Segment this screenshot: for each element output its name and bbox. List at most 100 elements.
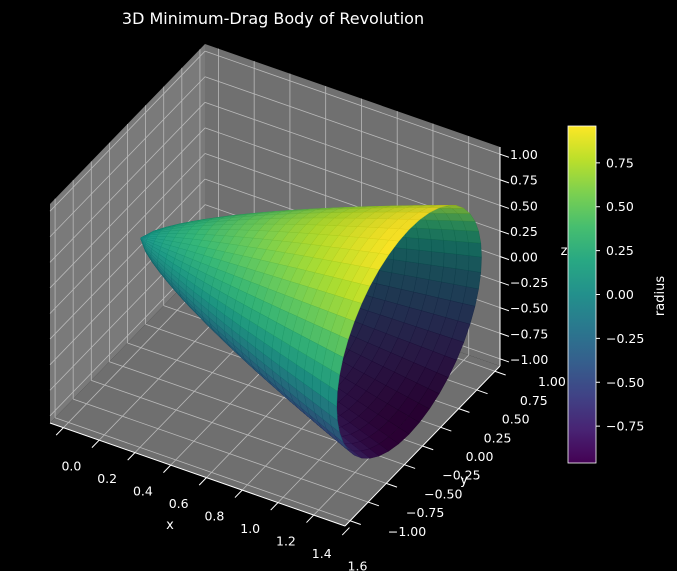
surface-face — [405, 237, 420, 251]
surface-face — [428, 228, 444, 241]
gridline — [204, 50, 501, 155]
x-tick-mark — [127, 452, 136, 461]
surface-face — [430, 251, 445, 268]
gridline — [49, 127, 206, 289]
y-tick-mark — [494, 370, 506, 376]
z-tick-mark — [499, 230, 510, 235]
z-tick-mark — [499, 179, 510, 184]
x-tick-label: 1.0 — [240, 521, 260, 536]
surface-face — [443, 239, 457, 255]
colorbar-tick-label: −0.75 — [606, 419, 644, 434]
surface-face — [428, 264, 444, 283]
z-tick-label: 0.25 — [510, 224, 538, 239]
z-tick-mark — [499, 281, 510, 286]
gridline — [91, 380, 387, 484]
chart-title: 3D Minimum-Drag Body of Revolution — [122, 9, 424, 28]
surface-face — [404, 261, 419, 278]
y-tick-mark — [404, 464, 416, 469]
surface-face — [430, 239, 445, 254]
z-tick-label: −0.75 — [510, 326, 548, 341]
surface-face — [466, 230, 482, 244]
surface-face — [455, 253, 470, 271]
z-tick-label: −0.50 — [510, 301, 548, 316]
y-axis-label: y — [460, 473, 468, 488]
surface-face — [416, 227, 432, 240]
surface-face — [468, 255, 482, 273]
surface-face — [468, 241, 482, 258]
x-tick-label: 0.0 — [61, 459, 81, 474]
y-tick-label: 0.00 — [466, 449, 494, 464]
gridline — [73, 398, 369, 503]
y-tick-mark — [386, 482, 398, 488]
colorbar-tick-label: −0.25 — [606, 331, 644, 346]
y-tick-mark — [440, 426, 452, 432]
z-tick-label: 0.00 — [510, 250, 538, 265]
colorbar-tick-label: 0.00 — [606, 287, 634, 302]
x-tick-mark — [341, 527, 350, 536]
x-tick-mark — [306, 514, 315, 523]
surface-face — [453, 229, 469, 243]
y-tick-label: −1.00 — [388, 524, 426, 539]
gridline — [54, 417, 351, 522]
surface-face — [441, 229, 457, 242]
x-tick-mark — [163, 464, 172, 473]
x-tick-label: 1.2 — [276, 534, 296, 549]
y-tick-label: −0.25 — [442, 468, 480, 483]
z-tick-label: 0.75 — [510, 173, 538, 188]
x-tick-label: 0.2 — [97, 471, 117, 486]
x-tick-mark — [234, 489, 243, 498]
z-tick-mark — [499, 332, 510, 337]
surface-face — [441, 266, 457, 285]
y-tick-mark — [368, 501, 380, 507]
x-axis-label: x — [166, 518, 174, 533]
x-tick-mark — [270, 502, 279, 511]
surface-face — [466, 270, 482, 290]
y-tick-label: 0.25 — [484, 430, 512, 445]
x-tick-label: 0.8 — [204, 509, 224, 524]
axis-ticks: 0.0 0.2 0.4 0.6 0.8 1.0 1.2 1.4 1.6 −1.00 −0.75 −0.… — [55, 147, 566, 571]
colorbar-tick-label: 0.50 — [606, 199, 634, 214]
gridline — [49, 178, 206, 340]
x-tick-mark — [198, 477, 207, 486]
colorbar-tick-label: 0.25 — [606, 243, 634, 258]
surface-face — [331, 352, 344, 376]
gridline — [204, 101, 501, 206]
z-tick-mark — [499, 153, 510, 158]
colorbar-tick-label: 0.75 — [606, 155, 634, 170]
colorbar-gradient — [567, 125, 597, 464]
y-tick-label: −0.75 — [406, 505, 444, 520]
x-tick-mark — [91, 439, 100, 448]
z-tick-mark — [499, 256, 510, 261]
surface-face — [405, 248, 420, 264]
gridline — [49, 153, 206, 314]
z-tick-mark — [499, 204, 510, 209]
y-tick-mark — [422, 445, 434, 451]
surface-face — [455, 240, 470, 256]
gridline — [49, 102, 206, 263]
surface-face — [443, 252, 457, 269]
x-tick-label: 1.4 — [312, 546, 332, 561]
z-tick-mark — [499, 358, 510, 363]
colorbar-label: radius — [653, 276, 668, 316]
colorbar-ticks: −0.75 −0.50 −0.25 0.00 0.25 0.50 0.75 — [596, 155, 644, 434]
y-tick-label: 0.75 — [520, 393, 548, 408]
surface-face — [416, 262, 432, 280]
surface-face — [418, 249, 432, 266]
surface-face — [418, 238, 432, 252]
x-tick-label: 1.6 — [348, 559, 368, 571]
z-tick-mark — [499, 307, 510, 312]
colorbar: −0.75 −0.50 −0.25 0.00 0.25 0.50 0.75 radius — [567, 125, 668, 464]
gridline — [49, 50, 206, 212]
x-tick-mark — [55, 427, 64, 436]
body-surface — [140, 205, 482, 459]
y-tick-label: 0.50 — [502, 412, 530, 427]
z-tick-label: −0.25 — [510, 275, 548, 290]
y-tick-label: 1.00 — [538, 374, 566, 389]
z-tick-label: 0.50 — [510, 198, 538, 213]
y-tick-label: −0.50 — [424, 486, 462, 501]
gridline — [204, 76, 501, 181]
colorbar-tick-label: −0.50 — [606, 375, 644, 390]
x-tick-label: 0.4 — [133, 484, 153, 499]
y-tick-mark — [476, 389, 488, 395]
